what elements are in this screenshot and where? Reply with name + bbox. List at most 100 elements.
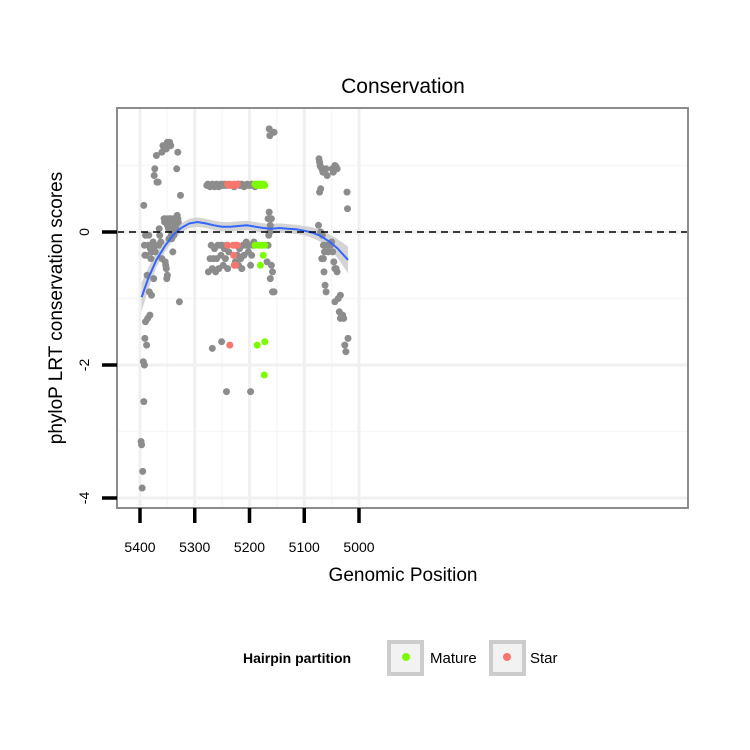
data-point-other bbox=[151, 165, 159, 173]
data-point-other bbox=[343, 188, 351, 196]
data-point-other bbox=[223, 388, 230, 396]
data-point-other bbox=[177, 191, 184, 199]
plot-background bbox=[117, 108, 688, 508]
data-point-other bbox=[264, 215, 272, 223]
data-point-other bbox=[140, 398, 148, 406]
data-point-other bbox=[341, 341, 349, 349]
data-point-other bbox=[224, 265, 232, 273]
data-point-other bbox=[162, 265, 170, 273]
data-point-other bbox=[221, 255, 229, 263]
data-point-other bbox=[322, 165, 330, 173]
data-point-other bbox=[319, 255, 327, 263]
legend-dot-star bbox=[503, 653, 511, 661]
data-point-other bbox=[263, 258, 271, 266]
data-point-other bbox=[333, 268, 341, 276]
x-axis-label: Genomic Position bbox=[329, 565, 478, 586]
data-point-other bbox=[333, 165, 341, 173]
data-point-other bbox=[270, 128, 278, 136]
data-point-other bbox=[248, 251, 256, 259]
data-point-mature bbox=[259, 251, 267, 259]
data-point-other bbox=[265, 125, 273, 133]
y-tick-label: -4 bbox=[76, 492, 92, 505]
data-point-mature bbox=[253, 341, 261, 349]
x-tick-label: 5300 bbox=[179, 539, 210, 555]
x-tick-label: 5400 bbox=[124, 539, 155, 555]
data-point-other bbox=[151, 248, 159, 256]
legend-label-mature: Mature bbox=[430, 650, 477, 667]
data-point-other bbox=[175, 298, 183, 306]
data-point-other bbox=[329, 248, 337, 256]
data-point-other bbox=[157, 238, 165, 246]
data-point-other bbox=[270, 288, 278, 296]
data-point-mature bbox=[261, 338, 269, 346]
data-point-other bbox=[169, 248, 177, 256]
y-tick-label: 0 bbox=[76, 228, 92, 236]
data-point-other bbox=[225, 248, 233, 256]
data-point-other bbox=[140, 201, 148, 209]
data-point-other bbox=[344, 334, 352, 342]
plot-area: 5400 5300 5200 5100 5000 -4 -2 0 bbox=[76, 107, 689, 555]
legend-label-star: Star bbox=[530, 650, 558, 667]
data-point-other bbox=[146, 311, 154, 319]
x-tick-label: 5000 bbox=[343, 539, 374, 555]
data-point-other bbox=[218, 338, 226, 346]
data-point-other bbox=[265, 231, 273, 239]
data-point-star bbox=[224, 241, 232, 249]
data-point-other bbox=[158, 255, 166, 263]
data-point-other bbox=[147, 255, 155, 263]
data-point-other bbox=[247, 261, 255, 269]
data-point-other bbox=[330, 258, 338, 266]
data-point-other bbox=[238, 265, 246, 273]
chart-title: Conservation bbox=[341, 75, 465, 98]
data-point-other bbox=[266, 275, 274, 283]
data-point-other bbox=[322, 288, 330, 296]
data-point-mature bbox=[261, 181, 269, 189]
legend: Hairpin partition Mature Star bbox=[243, 640, 558, 676]
data-point-star bbox=[232, 261, 240, 269]
y-axis-label: phyloP LRT conservation scores bbox=[46, 172, 67, 445]
data-point-other bbox=[141, 334, 149, 342]
data-point-other bbox=[150, 172, 158, 179]
data-point-other bbox=[344, 205, 351, 213]
data-point-other bbox=[336, 291, 344, 299]
data-point-other bbox=[155, 225, 163, 233]
data-point-other bbox=[174, 218, 182, 226]
data-point-other bbox=[317, 185, 325, 193]
data-point-other bbox=[323, 172, 331, 179]
data-point-other bbox=[149, 238, 157, 246]
x-tick-label: 5200 bbox=[234, 539, 265, 555]
data-point-other bbox=[143, 341, 151, 349]
data-point-other bbox=[138, 484, 146, 492]
smooth-trend-line bbox=[140, 220, 349, 298]
data-point-other bbox=[173, 165, 181, 173]
legend-title: Hairpin partition bbox=[243, 650, 351, 666]
data-point-other bbox=[266, 221, 274, 229]
data-point-other bbox=[156, 231, 164, 239]
data-point-star bbox=[226, 341, 234, 349]
data-point-mature bbox=[261, 241, 269, 249]
data-point-other bbox=[140, 361, 148, 369]
data-point-other bbox=[148, 291, 155, 299]
data-point-other bbox=[154, 178, 162, 186]
data-point-other bbox=[167, 142, 175, 150]
data-point-other bbox=[265, 208, 273, 216]
data-point-other bbox=[152, 152, 160, 159]
x-tick-label: 5100 bbox=[289, 539, 320, 555]
data-point-other bbox=[145, 231, 153, 239]
data-point-star bbox=[230, 251, 238, 259]
data-point-star bbox=[234, 241, 241, 249]
data-point-mature bbox=[260, 371, 268, 379]
plot-border bbox=[116, 107, 689, 509]
data-point-star bbox=[234, 180, 241, 188]
data-point-mature bbox=[256, 261, 264, 269]
data-point-other bbox=[139, 467, 147, 475]
data-point-other bbox=[320, 268, 328, 276]
data-point-other bbox=[247, 388, 255, 396]
data-point-other bbox=[315, 221, 322, 229]
data-point-other bbox=[321, 281, 329, 289]
y-tick-label: -2 bbox=[76, 359, 92, 372]
data-point-other bbox=[331, 298, 339, 306]
data-point-other bbox=[340, 314, 348, 322]
data-point-other bbox=[269, 268, 276, 276]
